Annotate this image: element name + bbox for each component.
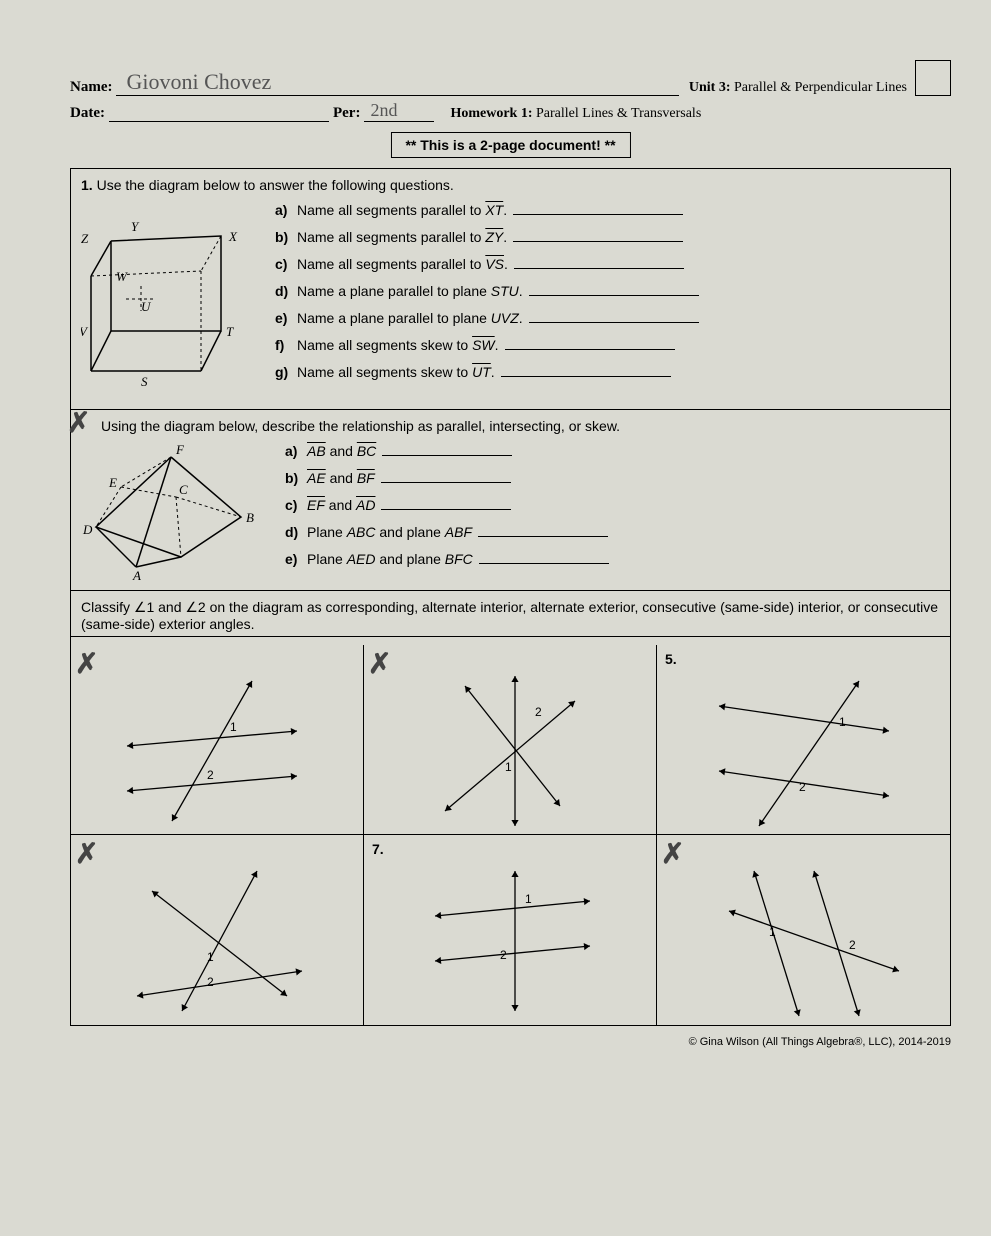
vertex-F: F <box>175 442 185 457</box>
date-line <box>109 100 329 122</box>
vertex-D: D <box>82 522 93 537</box>
vertex-X: X <box>228 229 238 244</box>
svg-text:2: 2 <box>207 975 214 989</box>
q2-item: e)Plane AED and plane BFC <box>285 550 940 567</box>
cell-number: 5. <box>665 651 677 667</box>
header-row-2: Date: Per: 2nd Homework 1: Parallel Line… <box>70 100 951 122</box>
angle-cell: ✗ 1 2 <box>71 645 364 835</box>
hw-label: Homework 1: <box>450 106 532 121</box>
copyright-footer: © Gina Wilson (All Things Algebra®, LLC)… <box>70 1036 951 1048</box>
q1-item: a)Name all segments parallel to XT. <box>275 201 940 218</box>
svg-text:2: 2 <box>535 705 542 719</box>
q1-num: 1. <box>81 177 93 193</box>
svg-text:1: 1 <box>769 925 776 939</box>
unit-label: Unit 3: <box>689 80 731 95</box>
q1-title: 1. Use the diagram below to answer the f… <box>81 177 940 193</box>
vertex-Z: Z <box>81 231 89 246</box>
prism-2-diagram: F E C B D A <box>81 442 271 582</box>
svg-text:1: 1 <box>505 760 512 774</box>
vertex-B: B <box>246 510 254 525</box>
svg-text:1: 1 <box>230 720 237 734</box>
name-line: Giovoni Chovez <box>116 69 678 96</box>
banner: ** This is a 2-page document! ** <box>390 132 630 158</box>
x-mark-icon: ✗ <box>67 406 90 440</box>
q2-item: c)EF and AD <box>285 496 940 513</box>
worksheet-body: 1. Use the diagram below to answer the f… <box>70 168 951 1026</box>
q1-item: c)Name all segments parallel to VS. <box>275 255 940 272</box>
vertex-S: S <box>141 374 148 389</box>
svg-text:1: 1 <box>839 715 846 729</box>
q2-title: Using the diagram below, describe the re… <box>101 418 940 434</box>
vertex-T: T <box>226 324 234 339</box>
hw-desc: Parallel Lines & Transversals <box>533 106 702 121</box>
vertex-W: W <box>116 269 128 284</box>
angle-cell: 7.12 <box>364 835 657 1025</box>
svg-text:1: 1 <box>207 950 214 964</box>
q2-item: a)AB and BC <box>285 442 940 459</box>
q3-title: Classify ∠1 and ∠2 on the diagram as cor… <box>71 591 950 637</box>
q1-item: b)Name all segments parallel to ZY. <box>275 228 940 245</box>
q1-item: f)Name all segments skew to SW. <box>275 336 940 353</box>
vertex-E: E <box>108 475 117 490</box>
q2-items: a)AB and BC b)AE and BF c)EF and AD d)Plane… <box>285 442 940 582</box>
svg-text:2: 2 <box>500 948 507 962</box>
angle-cell: ✗ 2 1 <box>364 645 657 835</box>
score-box <box>915 60 951 96</box>
header-row-1: Name: Giovoni Chovez Unit 3: Parallel & … <box>70 60 951 96</box>
date-label: Date: <box>70 105 105 122</box>
vertex-U: U <box>141 299 152 314</box>
svg-text:2: 2 <box>207 768 214 782</box>
x-mark-icon: ✗ <box>661 837 684 871</box>
angle-cell: ✗ 1 2 <box>71 835 364 1025</box>
name-label: Name: <box>70 79 112 96</box>
angle-cell: 5.12 <box>657 645 950 835</box>
vertex-C: C <box>179 482 188 497</box>
vertex-A: A <box>132 568 141 582</box>
q1-item: d)Name a plane parallel to plane STU. <box>275 282 940 299</box>
vertex-V: V <box>81 324 89 339</box>
q1-item: g)Name all segments skew to UT. <box>275 363 940 380</box>
x-mark-icon: ✗ <box>368 647 391 681</box>
angle-grid: ✗12✗215.12✗127.12✗12 <box>71 645 950 1025</box>
unit-desc: Parallel & Perpendicular Lines <box>731 80 908 95</box>
per-value: 2nd <box>364 100 397 121</box>
svg-text:1: 1 <box>525 892 532 906</box>
x-mark-icon: ✗ <box>75 837 98 871</box>
prism-1-diagram: Y X Z W U T V S <box>81 201 261 401</box>
q2-item: d)Plane ABC and plane ABF <box>285 523 940 540</box>
q1-item: e)Name a plane parallel to plane UVZ. <box>275 309 940 326</box>
x-mark-icon: ✗ <box>75 647 98 681</box>
name-value: Giovoni Chovez <box>116 69 271 95</box>
angle-cell: ✗ 1 2 <box>657 835 950 1025</box>
q1-items: a)Name all segments parallel to XT. b)Nam… <box>275 201 940 401</box>
vertex-Y: Y <box>131 219 140 234</box>
question-1: 1. Use the diagram below to answer the f… <box>71 169 950 410</box>
unit-text: Unit 3: Parallel & Perpendicular Lines <box>689 80 907 96</box>
worksheet-page: Name: Giovoni Chovez Unit 3: Parallel & … <box>0 0 991 1236</box>
per-label: Per: <box>333 105 360 122</box>
hw-text: Homework 1: Parallel Lines & Transversal… <box>450 106 701 122</box>
svg-text:2: 2 <box>849 938 856 952</box>
q1-text: Use the diagram below to answer the foll… <box>93 177 454 193</box>
cell-number: 7. <box>372 841 384 857</box>
q2-item: b)AE and BF <box>285 469 940 486</box>
per-line: 2nd <box>364 100 434 122</box>
question-2: ✗ Using the diagram below, describe the … <box>71 410 950 591</box>
svg-text:2: 2 <box>799 780 806 794</box>
